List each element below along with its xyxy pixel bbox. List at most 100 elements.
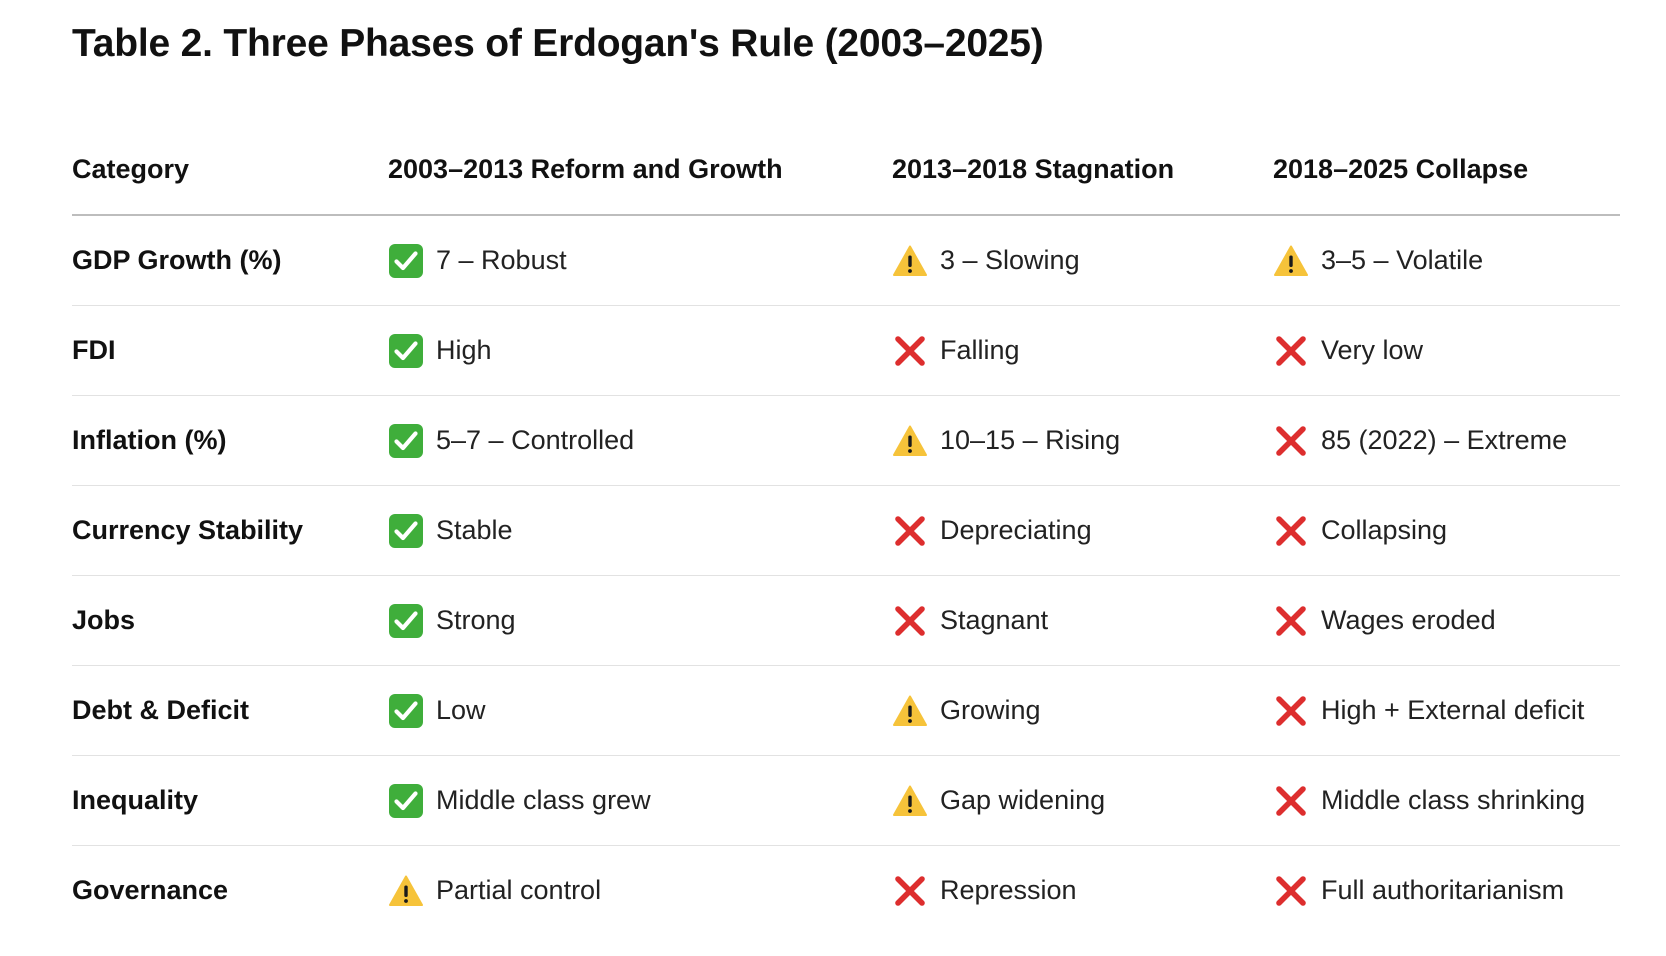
- cell-text: Very low: [1321, 335, 1424, 365]
- phases-table: Category 2003–2013 Reform and Growth 201…: [72, 124, 1620, 935]
- cell-content: Gap widening: [892, 783, 1273, 819]
- table-row: Inflation (%) 5–7 – Controlled 10–15 – Ris…: [72, 395, 1620, 486]
- table-cell-stagnation: Repression: [892, 846, 1273, 936]
- table-cell-collapse: Wages eroded: [1273, 575, 1620, 666]
- check-mark-icon: [388, 513, 424, 549]
- cross-mark-icon: [1273, 693, 1309, 729]
- cell-content: Wages eroded: [1273, 603, 1620, 639]
- cell-text: Middle class shrinking: [1321, 785, 1586, 815]
- table-header: Category 2003–2013 Reform and Growth 201…: [72, 124, 1620, 216]
- row-label: Inflation (%): [72, 395, 388, 486]
- cell-text: 3 – Slowing: [940, 245, 1080, 275]
- cell-content: Stable: [388, 513, 892, 549]
- table-cell-stagnation: Gap widening: [892, 755, 1273, 846]
- cell-content: Depreciating: [892, 513, 1273, 549]
- cell-content: 5–7 – Controlled: [388, 423, 892, 459]
- cell-text: 7 – Robust: [436, 245, 567, 275]
- table-cell-reform-growth: Middle class grew: [388, 755, 892, 846]
- table-cell-reform-growth: Low: [388, 665, 892, 756]
- cell-text: 3–5 – Volatile: [1321, 245, 1484, 275]
- cell-content: 3–5 – Volatile: [1273, 243, 1620, 279]
- cell-content: Middle class grew: [388, 783, 892, 819]
- check-mark-icon: [388, 333, 424, 369]
- warning-icon: [388, 873, 424, 909]
- cell-text: 5–7 – Controlled: [436, 425, 635, 455]
- cross-mark-icon: [892, 513, 928, 549]
- cell-content: Middle class shrinking: [1273, 783, 1620, 819]
- cell-content: Very low: [1273, 333, 1620, 369]
- check-mark-icon: [388, 423, 424, 459]
- table-cell-collapse: Very low: [1273, 305, 1620, 396]
- column-header-stagnation: 2013–2018 Stagnation: [892, 124, 1273, 216]
- table-cell-collapse: Middle class shrinking: [1273, 755, 1620, 846]
- warning-icon: [892, 783, 928, 819]
- warning-icon: [1273, 243, 1309, 279]
- cross-mark-icon: [1273, 333, 1309, 369]
- cell-content: Low: [388, 693, 892, 729]
- cross-mark-icon: [892, 333, 928, 369]
- cross-mark-icon: [1273, 873, 1309, 909]
- table-row: FDI High Falling Very low: [72, 305, 1620, 396]
- table-row: Jobs Strong Stagnant Wages eroded: [72, 575, 1620, 666]
- cell-content: High: [388, 333, 892, 369]
- cell-text: Stable: [436, 515, 513, 545]
- table-cell-stagnation: 10–15 – Rising: [892, 395, 1273, 486]
- cell-content: 3 – Slowing: [892, 243, 1273, 279]
- cell-text: Strong: [436, 605, 516, 635]
- cell-content: Collapsing: [1273, 513, 1620, 549]
- cell-text: Wages eroded: [1321, 605, 1496, 635]
- check-mark-icon: [388, 243, 424, 279]
- table-row: Inequality Middle class grew Gap widening M…: [72, 755, 1620, 846]
- cell-text: Low: [436, 695, 486, 725]
- table-cell-stagnation: Stagnant: [892, 575, 1273, 666]
- cell-content: High + External deficit: [1273, 693, 1620, 729]
- cell-content: Falling: [892, 333, 1273, 369]
- check-mark-icon: [388, 783, 424, 819]
- cell-text: Repression: [940, 875, 1077, 905]
- cross-mark-icon: [892, 603, 928, 639]
- cell-content: 7 – Robust: [388, 243, 892, 279]
- table-row: Currency Stability Stable Depreciating Coll…: [72, 485, 1620, 576]
- row-label: GDP Growth (%): [72, 215, 388, 306]
- cell-content: Stagnant: [892, 603, 1273, 639]
- cross-mark-icon: [892, 873, 928, 909]
- header-row: Category 2003–2013 Reform and Growth 201…: [72, 124, 1620, 216]
- row-label: Jobs: [72, 575, 388, 666]
- cell-text: Growing: [940, 695, 1041, 725]
- column-header-category: Category: [72, 124, 388, 216]
- warning-icon: [892, 693, 928, 729]
- table-cell-collapse: High + External deficit: [1273, 665, 1620, 756]
- cell-text: Falling: [940, 335, 1020, 365]
- cross-mark-icon: [1273, 423, 1309, 459]
- check-mark-icon: [388, 603, 424, 639]
- cell-text: 85 (2022) – Extreme: [1321, 425, 1568, 455]
- table-cell-reform-growth: Stable: [388, 485, 892, 576]
- table-cell-collapse: Full authoritarianism: [1273, 846, 1620, 936]
- cell-text: High: [436, 335, 492, 365]
- row-label: Debt & Deficit: [72, 665, 388, 756]
- cross-mark-icon: [1273, 513, 1309, 549]
- row-label: Inequality: [72, 755, 388, 846]
- cell-content: 10–15 – Rising: [892, 423, 1273, 459]
- cross-mark-icon: [1273, 603, 1309, 639]
- table-cell-reform-growth: 5–7 – Controlled: [388, 395, 892, 486]
- table-cell-reform-growth: Strong: [388, 575, 892, 666]
- table-cell-stagnation: Falling: [892, 305, 1273, 396]
- cell-content: Growing: [892, 693, 1273, 729]
- cell-content: 85 (2022) – Extreme: [1273, 423, 1620, 459]
- cross-mark-icon: [1273, 783, 1309, 819]
- warning-icon: [892, 243, 928, 279]
- cell-text: 10–15 – Rising: [940, 425, 1121, 455]
- table-row: Governance Partial control Repression Full …: [72, 846, 1620, 936]
- cell-text: Partial control: [436, 875, 602, 905]
- table-row: Debt & Deficit Low Growing High + External …: [72, 665, 1620, 756]
- cell-text: Collapsing: [1321, 515, 1448, 545]
- column-header-collapse: 2018–2025 Collapse: [1273, 124, 1620, 216]
- page-title: Table 2. Three Phases of Erdogan's Rule …: [72, 22, 1044, 65]
- table-cell-collapse: 3–5 – Volatile: [1273, 215, 1620, 306]
- cell-text: Middle class grew: [436, 785, 651, 815]
- cell-content: Full authoritarianism: [1273, 873, 1620, 909]
- table-cell-reform-growth: Partial control: [388, 846, 892, 936]
- table-cell-stagnation: Depreciating: [892, 485, 1273, 576]
- row-label: FDI: [72, 305, 388, 396]
